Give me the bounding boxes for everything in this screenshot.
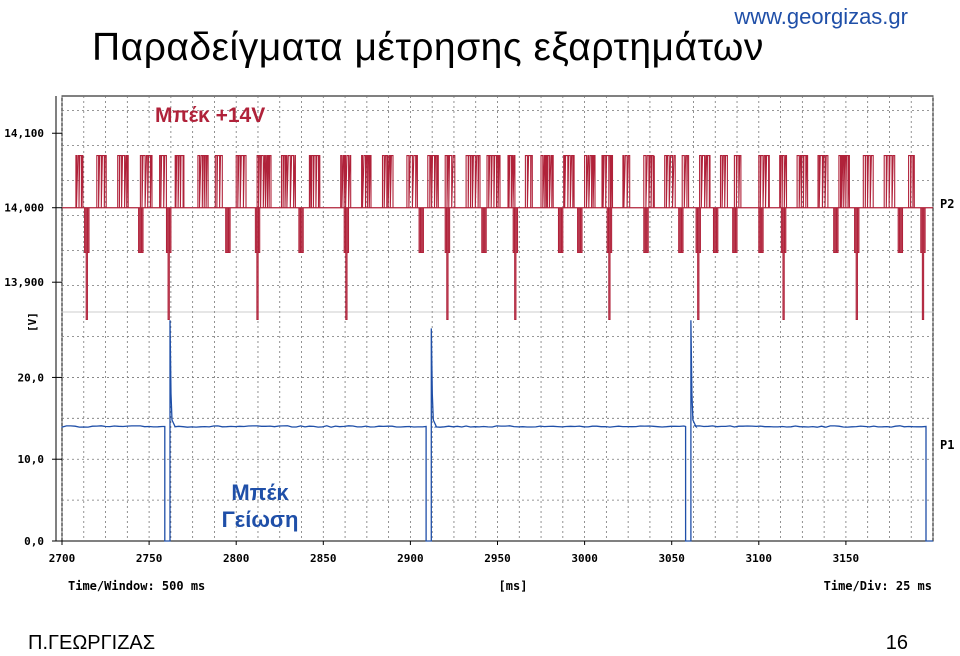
p2-dip (833, 207, 839, 253)
p2-dip (920, 207, 926, 320)
p2-burst (308, 155, 321, 208)
p2-burst (427, 155, 439, 208)
p2-dip (712, 207, 719, 253)
p2-dip (418, 207, 424, 253)
y-tick-label: 13,900 (4, 276, 44, 289)
p2-burst (524, 155, 533, 208)
p2-burst (159, 155, 167, 208)
p1-trace (61, 320, 933, 542)
p2-dip (343, 207, 350, 320)
p2-dip (643, 207, 649, 253)
p2-burst (381, 155, 394, 208)
p2-dip (481, 207, 487, 253)
y-tick-label: 20,0 (18, 371, 45, 384)
p2-dip (512, 207, 519, 320)
p2-dip (854, 207, 860, 320)
p2-label: P2 (940, 197, 954, 211)
p2-burst (643, 155, 655, 208)
time-div-label: Time/Div: 25 ms (824, 579, 932, 593)
p2-burst (817, 155, 829, 208)
p2-trace (62, 155, 933, 320)
p2-burst (214, 155, 223, 208)
p1-annotation-line2: Γείωση (222, 507, 299, 532)
p2-burst (758, 155, 770, 208)
p2-burst (75, 155, 84, 208)
p2-dip (695, 207, 701, 320)
p2-burst (235, 155, 247, 208)
p2-burst (540, 155, 554, 208)
p2-burst (340, 155, 352, 208)
page-number: 16 (885, 632, 908, 654)
x-tick-label: 2950 (484, 552, 511, 565)
p2-burst (664, 155, 676, 208)
y-tick-label: 14,100 (4, 127, 44, 140)
p1-signal-line (61, 320, 933, 542)
x-tick-labels: 2700 2750 2800 2850 2900 2950 3000 3050 3100 3150 (49, 541, 859, 565)
p2-burst (862, 155, 874, 208)
x-tick-label: 3000 (571, 552, 598, 565)
p2-burst (681, 155, 690, 208)
y-tick-label: 0,0 (24, 535, 44, 548)
y-tick-labels: 14,100 14,000 13,900 20,0 10,0 0,0 (4, 127, 62, 548)
p2-dip (732, 207, 738, 253)
footer-author: Π.ΓΕΩΡΓΙΖΑΣ (28, 632, 156, 654)
x-tick-label: 3050 (658, 552, 685, 565)
x-tick-label: 2800 (223, 552, 250, 565)
slide-title: Παραδείγματα μέτρησης εξαρτημάτων (92, 26, 764, 69)
p2-burst (174, 155, 185, 208)
p2-burst (563, 155, 575, 208)
p2-dip (758, 207, 764, 253)
x-tick-label: 3100 (746, 552, 773, 565)
p2-dip (225, 207, 231, 253)
p2-burst (584, 155, 596, 208)
p2-dip (138, 207, 144, 253)
p2-dip (84, 207, 90, 320)
time-window-label: Time/Window: 500 ms (68, 579, 205, 593)
p2-burst (465, 155, 481, 208)
p2-dip (606, 207, 613, 320)
p2-dip (678, 207, 684, 253)
p2-burst (733, 155, 742, 208)
p2-burst (507, 155, 516, 208)
p2-burst (406, 155, 418, 208)
p2-burst (361, 155, 372, 208)
p2-burst (908, 155, 915, 208)
x-axis-unit-label: [ms] (499, 579, 528, 593)
p2-annotation: Μπέκ +14V (155, 104, 265, 127)
p2-burst (719, 155, 728, 208)
x-tick-label: 2700 (49, 552, 76, 565)
p2-dip (780, 207, 787, 320)
p2-burst (280, 155, 296, 208)
p2-burst (622, 155, 631, 208)
p2-burst (96, 155, 107, 208)
p2-dip (298, 207, 304, 253)
y-tick-label: 10,0 (18, 453, 45, 466)
p2-burst (117, 155, 129, 208)
p1-label: P1 (940, 438, 954, 452)
p2-dip (577, 207, 583, 253)
p2-burst (486, 155, 501, 208)
p2-burst (197, 155, 209, 208)
x-tick-label: 3150 (833, 552, 860, 565)
p2-dip (254, 207, 261, 320)
p2-dip (557, 207, 564, 253)
p2-burst (256, 155, 272, 208)
p2-burst (139, 155, 153, 208)
p2-burst (883, 155, 896, 208)
y-axis-label: [V] (26, 312, 39, 332)
x-tick-label: 2900 (397, 552, 424, 565)
y-tick-label: 14,000 (4, 202, 44, 215)
p2-dip (897, 207, 904, 253)
x-tick-label: 2850 (310, 552, 337, 565)
website-url: www.georgizas.gr (734, 4, 908, 29)
p1-annotation-line1: Μπέκ (231, 480, 289, 505)
p2-burst (796, 155, 809, 208)
p2-burst (838, 155, 850, 208)
p2-dip (165, 207, 172, 320)
x-tick-label: 2750 (136, 552, 163, 565)
p2-burst (699, 155, 711, 208)
p2-dip (444, 207, 451, 320)
oscilloscope-chart: 14,100 14,000 13,900 20,0 10,0 0,0 2700 2750 28… (4, 95, 954, 593)
grid (61, 96, 934, 541)
